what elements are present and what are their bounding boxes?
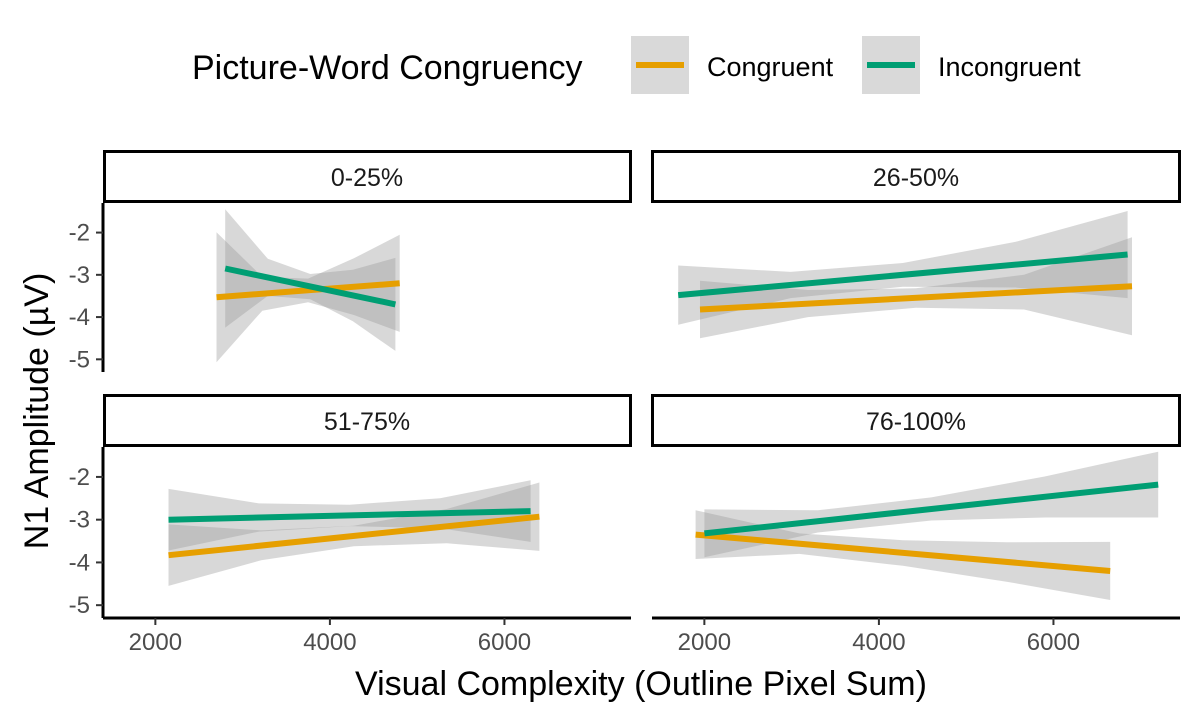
x-ticks-left: 2000 4000 6000: [129, 618, 531, 656]
legend-title: Picture-Word Congruency: [192, 49, 583, 87]
y-tick-label: -4: [69, 304, 90, 331]
x-tick-label: 2000: [678, 629, 731, 656]
x-axis-title: Visual Complexity (Outline Pixel Sum): [355, 665, 927, 703]
strip-label-panel-4: 76-100%: [866, 408, 966, 436]
panel-1: [216, 209, 400, 363]
y-ticks-top: -2 -3 -4 -5: [69, 220, 103, 373]
strip-panel-2: [651, 150, 1181, 203]
ci-band-incongruent: [678, 211, 1128, 325]
y-tick-label: -3: [69, 507, 90, 534]
x-tick-label: 4000: [303, 629, 356, 656]
series-line-congruent: [168, 513, 540, 559]
series-line-congruent: [216, 280, 400, 301]
series-line-incongruent: [224, 265, 397, 308]
legend: Picture-Word Congruency Congruent Incong…: [192, 36, 1081, 94]
axis-lines: [101, 203, 1180, 620]
x-tick-label: 4000: [852, 629, 905, 656]
series-line-congruent: [699, 283, 1133, 313]
x-ticks-right: 2000 4000 6000: [678, 618, 1080, 656]
series-line-incongruent: [168, 508, 531, 523]
y-tick-label: -2: [69, 464, 90, 491]
legend-label-incongruent: Incongruent: [938, 52, 1081, 82]
x-tick-label: 6000: [478, 629, 531, 656]
panel-2: [677, 211, 1133, 339]
series-line-incongruent: [677, 251, 1128, 299]
ci-band-incongruent: [225, 209, 396, 351]
y-tick-label: -3: [69, 262, 90, 289]
ci-band-congruent: [700, 237, 1132, 339]
panel-4: [695, 451, 1159, 600]
strip-label-panel-2: 26-50%: [873, 164, 959, 192]
ci-band-incongruent: [704, 451, 1159, 558]
y-axis-title: N1 Amplitude (µV): [18, 273, 56, 550]
ci-band-congruent: [216, 232, 400, 363]
panel-contents: [168, 209, 1159, 600]
strip-label-panel-3: 51-75%: [324, 408, 410, 436]
legend-label-congruent: Congruent: [707, 52, 834, 82]
series-line-congruent: [695, 531, 1111, 574]
y-tick-label: -4: [69, 549, 90, 576]
strip-label-panel-1: 0-25%: [331, 164, 403, 192]
panel-3: [168, 480, 540, 586]
strip-panel-3: [103, 394, 632, 447]
y-tick-label: -2: [69, 220, 90, 247]
strip-panel-4: [651, 394, 1181, 447]
y-ticks-bottom: -2 -3 -4 -5: [69, 464, 103, 619]
strip-panel-1: [103, 150, 632, 203]
x-tick-label: 2000: [129, 629, 182, 656]
y-tick-label: -5: [69, 592, 90, 619]
y-tick-label: -5: [69, 346, 90, 373]
panel-strips: 0-25% 26-50% 51-75% 76-100%: [103, 150, 1181, 447]
series-line-incongruent: [704, 481, 1159, 537]
x-tick-label: 6000: [1027, 629, 1080, 656]
